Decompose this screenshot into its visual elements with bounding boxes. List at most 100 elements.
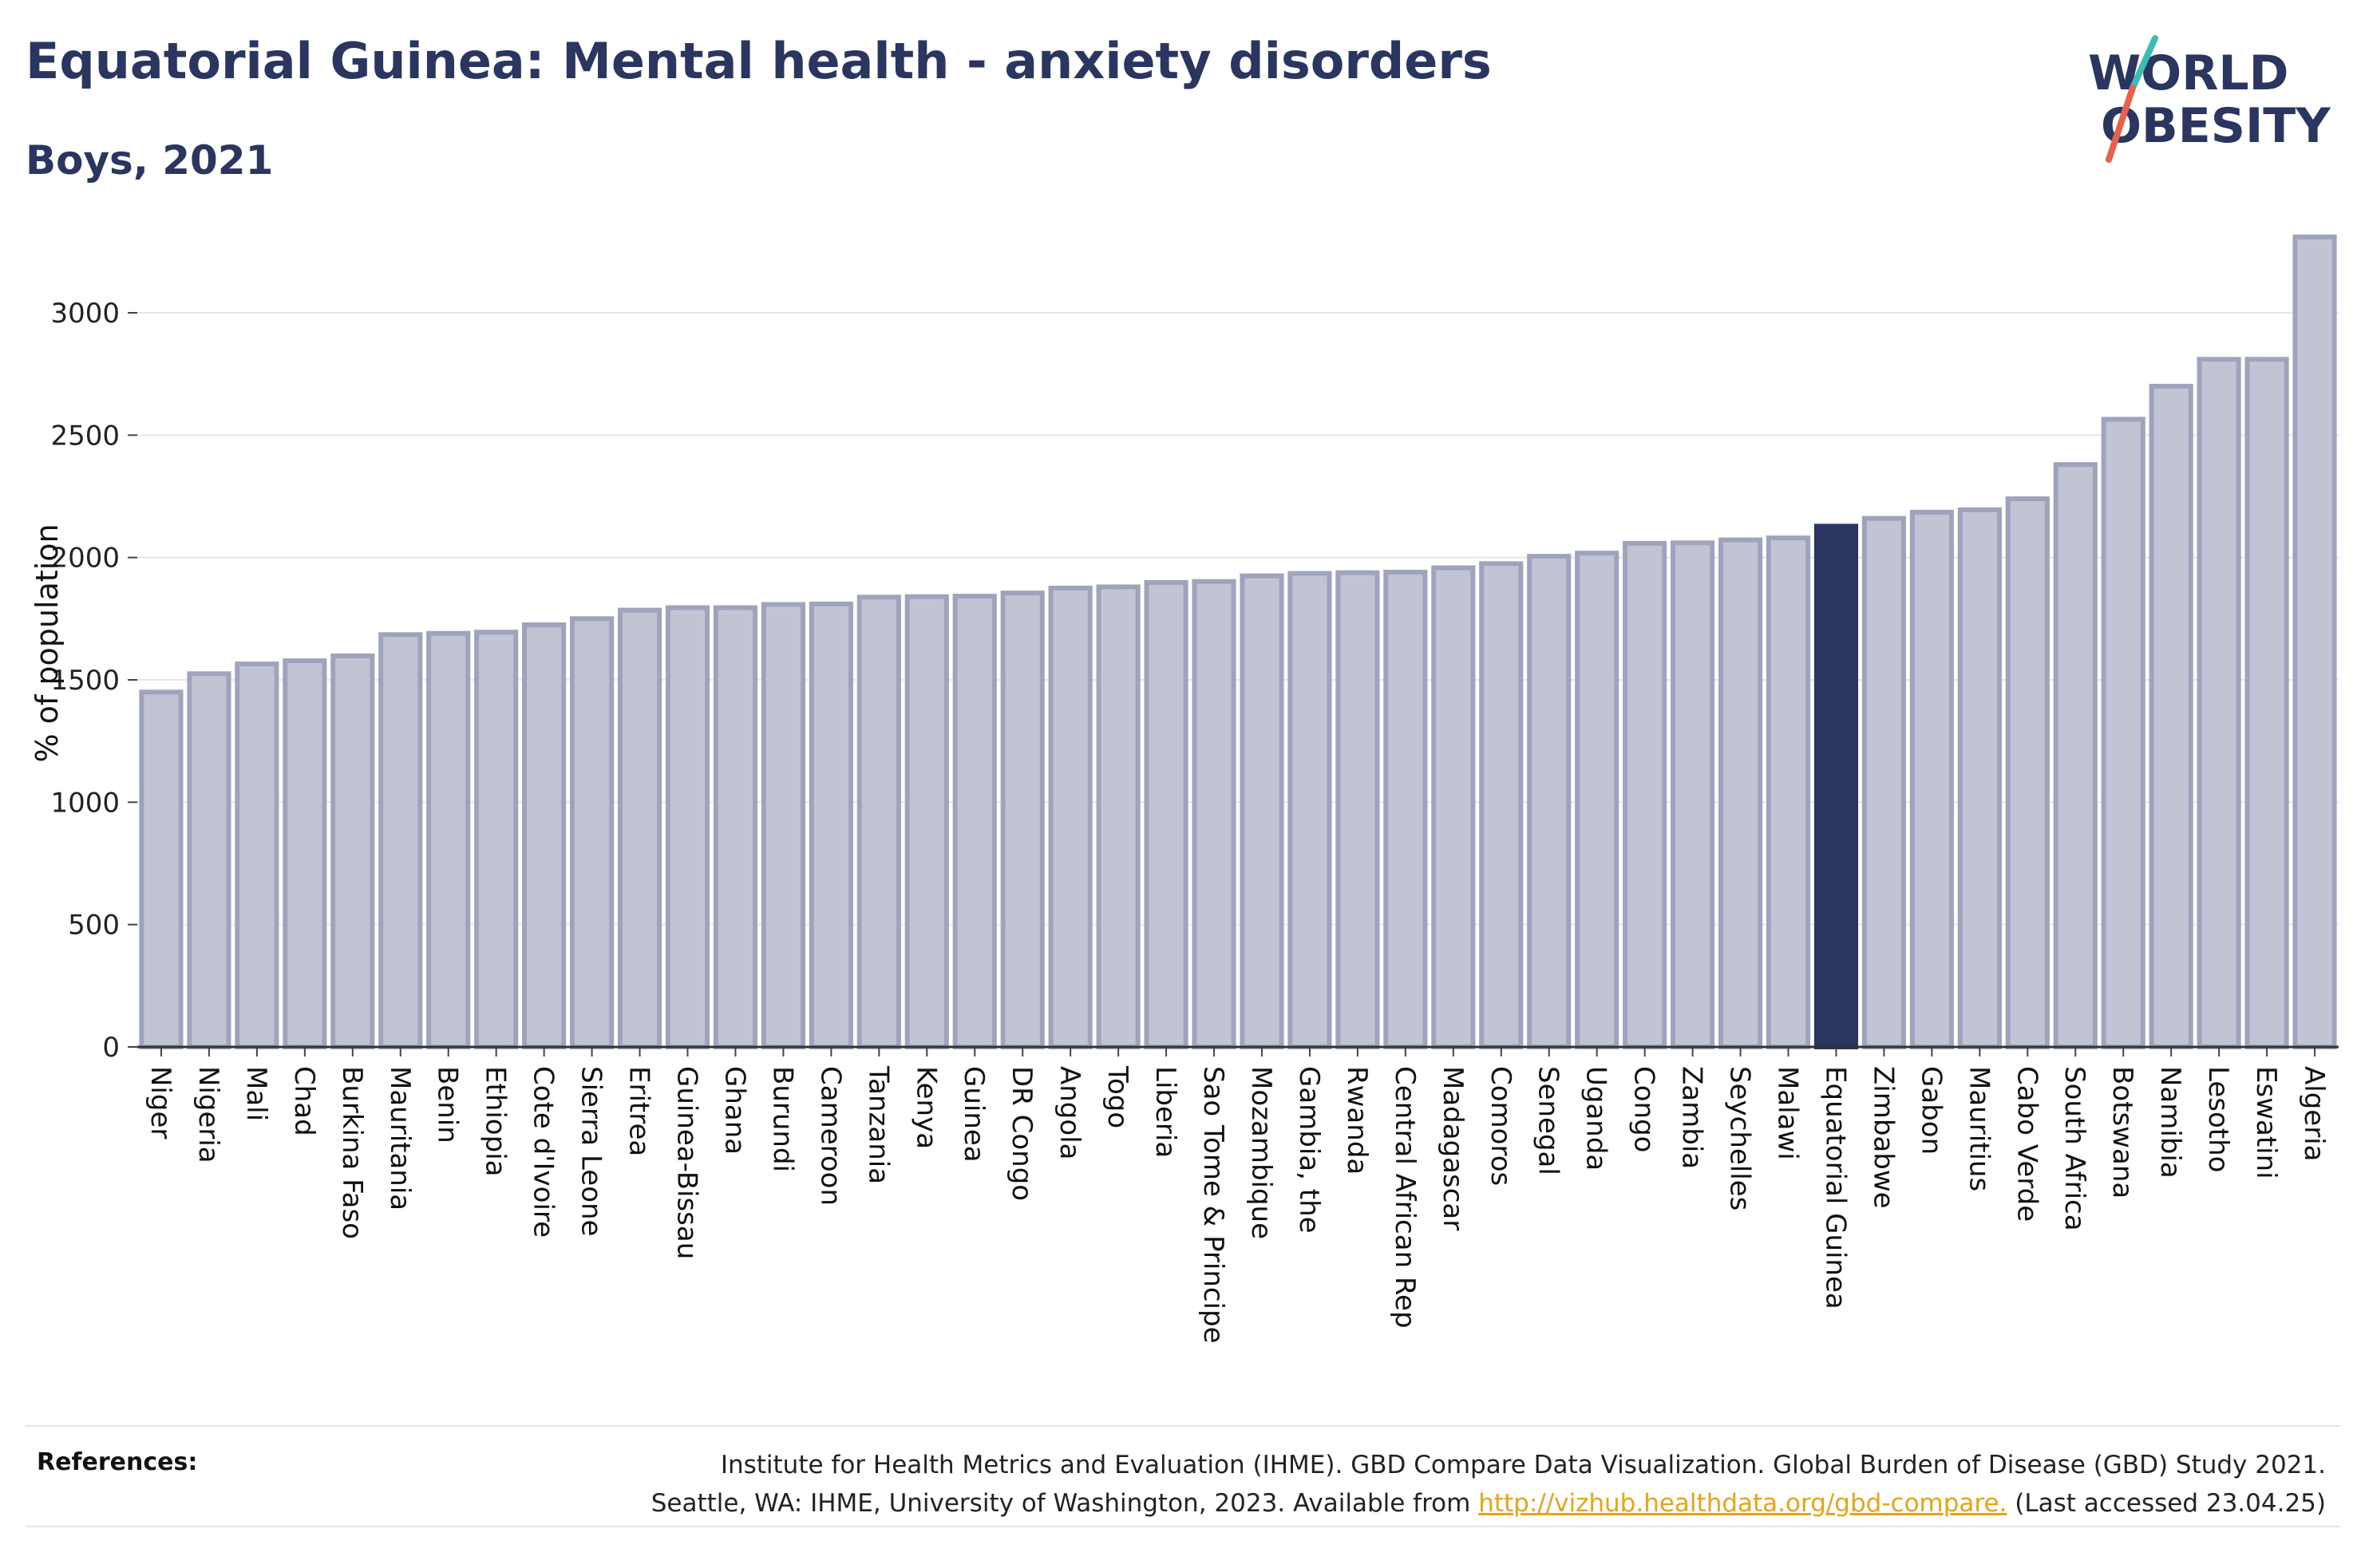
chart-title: Equatorial Guinea: Mental health - anxie…: [26, 32, 1492, 90]
y-tick-label: 3000: [50, 298, 120, 330]
x-tick-label: Kenya: [910, 1066, 942, 1149]
bar: [1383, 570, 1428, 1049]
bar: [2197, 357, 2241, 1049]
bar: [187, 671, 231, 1049]
bar: [904, 594, 949, 1049]
x-tick-label: Uganda: [1580, 1066, 1612, 1171]
bar: [2244, 357, 2289, 1049]
logo-slash-bottom: [2106, 85, 2136, 163]
y-tick-label: 500: [68, 910, 120, 942]
y-tick-label: 2500: [50, 420, 120, 452]
x-tick-label: Sierra Leone: [575, 1066, 607, 1236]
bar: [139, 689, 184, 1049]
bar: [952, 594, 997, 1049]
x-tick-label: Sao Tome & Principe: [1197, 1066, 1229, 1344]
x-tick-label: Central African Rep: [1389, 1066, 1421, 1329]
y-tick-label: 1500: [50, 665, 120, 697]
bar: [378, 632, 423, 1049]
x-tick-label: Botswana: [2106, 1066, 2138, 1199]
logo-slash-top: [2130, 35, 2158, 91]
x-tick-label: Seychelles: [1724, 1066, 1756, 1211]
x-tick-label: Burkina Faso: [336, 1066, 368, 1239]
x-tick-label: South Africa: [2058, 1066, 2090, 1231]
bar-highlight: [1813, 523, 1859, 1049]
x-tick-label: Gambia, the: [1293, 1066, 1325, 1234]
x-tick-label: Zambia: [1676, 1066, 1708, 1169]
x-tick-label: Chad: [288, 1066, 320, 1136]
bar: [2101, 417, 2145, 1049]
bar: [1000, 590, 1045, 1049]
bar: [2005, 496, 2050, 1049]
references-label: References:: [37, 1448, 198, 1476]
x-tick-label: Burundi: [766, 1066, 798, 1172]
y-axis-label: % of population: [30, 523, 65, 762]
x-tick-label: Angola: [1054, 1066, 1086, 1159]
references-link[interactable]: http://vizhub.healthdata.org/gbd-compare…: [1478, 1489, 2007, 1518]
x-tick-label: Malawi: [1772, 1066, 1804, 1160]
bar-chart: 0 500 1000 1500 2000 2500 3000 % of population N…: [30, 234, 2339, 1344]
bar: [522, 622, 567, 1049]
bar: [2053, 462, 2098, 1049]
bar: [235, 662, 279, 1049]
y-tick-label: 0: [102, 1032, 120, 1064]
bar: [665, 605, 710, 1049]
bar: [1144, 579, 1188, 1049]
bar: [1527, 554, 1572, 1049]
x-tick-label: Gabon: [1915, 1066, 1947, 1155]
x-tick-label: Benin: [432, 1066, 464, 1143]
references-text: Institute for Health Metrics and Evaluat…: [490, 1446, 2326, 1523]
bar: [1287, 571, 1332, 1049]
bar: [1766, 535, 1811, 1049]
x-tick-label: Madagascar: [1437, 1066, 1469, 1230]
x-tick-label: Algeria: [2298, 1066, 2330, 1161]
world-obesity-logo: WORLD OBESITY: [2088, 35, 2331, 163]
x-tick-label: Mauritius: [1963, 1066, 1995, 1191]
bar: [856, 594, 901, 1049]
bar: [1335, 570, 1380, 1049]
bar: [2292, 234, 2337, 1049]
x-tick-label: Lesotho: [2202, 1066, 2234, 1172]
x-tick-label: Liberia: [1149, 1066, 1181, 1158]
x-tick-label: Nigeria: [192, 1066, 224, 1163]
bar: [617, 607, 662, 1049]
y-tick-label: 2000: [50, 543, 120, 575]
bar: [1096, 584, 1141, 1049]
bar: [761, 602, 805, 1049]
references-line2-suffix: (Last accessed 23.04.25): [2007, 1489, 2326, 1518]
x-tick-label: Zimbabwe: [1867, 1066, 1899, 1209]
x-tick-label: Senegal: [1532, 1066, 1564, 1175]
x-tick-label: Cameroon: [814, 1066, 846, 1206]
x-tick-label: Mauritania: [384, 1066, 416, 1211]
x-tick-label: DR Congo: [1006, 1066, 1038, 1201]
x-tick-label: Namibia: [2154, 1066, 2186, 1179]
x-tick-label: Eswatini: [2250, 1066, 2282, 1179]
references-divider-top: [26, 1425, 2340, 1427]
bar: [1240, 573, 1284, 1049]
chart-subtitle: Boys, 2021: [26, 137, 274, 184]
x-tick-label: Equatorial Guinea: [1819, 1066, 1851, 1309]
bar: [1048, 586, 1093, 1049]
bar: [1861, 515, 1906, 1049]
x-tick-label: Cote d'Ivoire: [528, 1066, 560, 1238]
x-tick-label: Congo: [1628, 1066, 1660, 1152]
logo-line1: WORLD: [2088, 45, 2288, 101]
x-tick-label: Mozambique: [1245, 1066, 1277, 1239]
bar: [2149, 384, 2193, 1049]
references-line2-prefix: Seattle, WA: IHME, University of Washing…: [651, 1489, 1479, 1518]
x-tick-label: Guinea-Bissau: [671, 1066, 703, 1259]
x-tick-label: Tanzania: [862, 1065, 894, 1184]
x-tick-label: Togo: [1101, 1065, 1133, 1128]
references-divider-bottom: [26, 1526, 2340, 1527]
bar: [1479, 561, 1524, 1049]
bar: [713, 605, 758, 1049]
bar: [474, 630, 519, 1049]
y-tick-label: 1000: [50, 787, 120, 819]
x-tick-label: Eritrea: [623, 1066, 655, 1156]
bar: [1192, 579, 1236, 1049]
bar: [1957, 507, 2002, 1049]
references-line1: Institute for Health Metrics and Evaluat…: [720, 1451, 2326, 1479]
bar: [1718, 537, 1763, 1049]
x-tick-label: Mali: [240, 1066, 272, 1121]
references-line2: Seattle, WA: IHME, University of Washing…: [490, 1484, 2326, 1523]
x-tick-label: Rwanda: [1341, 1066, 1373, 1175]
